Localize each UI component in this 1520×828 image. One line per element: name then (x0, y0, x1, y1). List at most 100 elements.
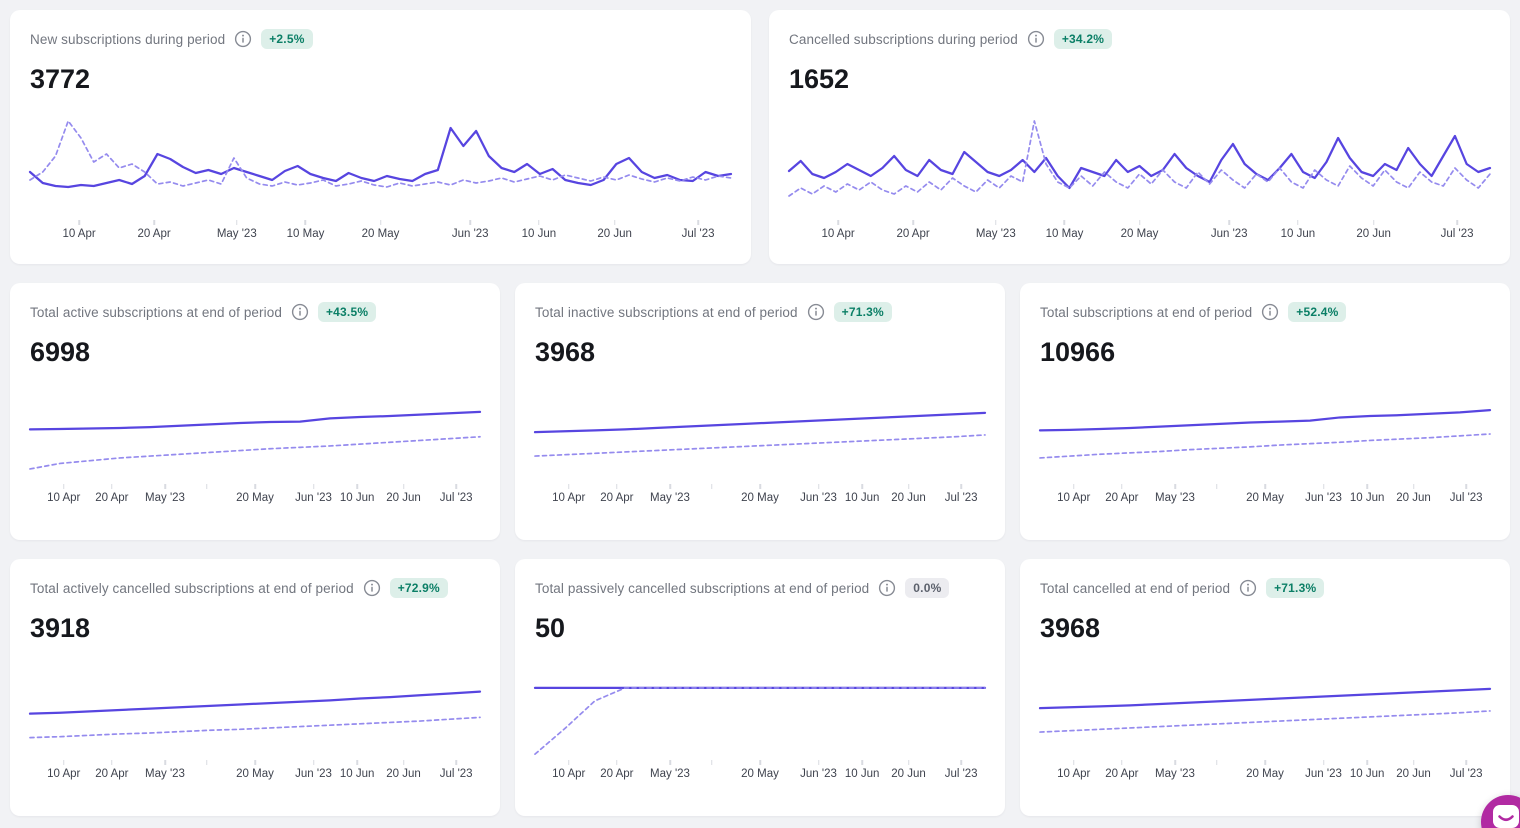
solid-series-line (1040, 410, 1490, 430)
axis-label: 20 May (741, 768, 779, 780)
dashed-series-line (30, 717, 480, 737)
axis-tick (236, 220, 238, 225)
axis-tick (711, 760, 713, 765)
axis-tick (837, 220, 839, 225)
axis-label: 10 Apr (1057, 492, 1091, 504)
sparkline-plot (30, 664, 480, 756)
dashed-series-line (30, 437, 480, 469)
axis-label: 10 Jun (1349, 768, 1385, 780)
axis-label: May '23 (216, 228, 257, 240)
sparkline-chart: 10 Apr 20 Apr May '23 20 May Jun '23 10 Jun 20… (535, 664, 985, 816)
axis-label: 20 May (1246, 768, 1284, 780)
axis-label: 20 Apr (95, 492, 129, 504)
change-badge: +71.3% (1266, 578, 1325, 598)
metric-card-total-passively-cancelled: Total passively cancelled subscriptions … (515, 559, 1005, 816)
sparkline-plot (535, 664, 985, 756)
axis-label: 20 Jun (386, 768, 421, 780)
axis-tick (1366, 760, 1368, 765)
axis-tick (254, 760, 256, 765)
card-header: Total passively cancelled subscriptions … (535, 576, 985, 600)
card-header: Total active subscriptions at end of per… (30, 300, 480, 324)
axis-tick (1228, 220, 1230, 225)
axis-label: May '23 (650, 768, 690, 780)
metric-value: 6998 (30, 337, 91, 367)
axis-tick (402, 760, 405, 765)
axis-label: 20 May (361, 228, 400, 240)
solid-series-line (789, 136, 1490, 188)
axis-label: 10 Apr (821, 228, 855, 240)
axis-label: 20 Jun (1396, 768, 1431, 780)
info-icon[interactable] (878, 579, 896, 597)
metric-card-total-subscriptions: Total subscriptions at end of period +52… (1020, 283, 1510, 540)
change-badge: +2.5% (261, 29, 313, 49)
metric-card-total-actively-cancelled: Total actively cancelled subscriptions a… (10, 559, 500, 816)
dashboard-row-1: New subscriptions during period +2.5% 37… (10, 10, 1510, 264)
info-icon[interactable] (1261, 303, 1279, 321)
sparkline-chart: 10 Apr 20 Apr May '23 20 May Jun '23 10 Jun 20… (30, 664, 480, 816)
change-badge: +52.4% (1288, 302, 1347, 322)
axis-tick (538, 220, 540, 225)
sparkline-chart: 10 Apr 20 Apr May '23 20 May Jun '23 10 Jun 20… (1040, 664, 1490, 816)
sparkline-chart: 10 Apr 20 Apr May '23 20 May Jun '23 10 Jun 20… (30, 388, 480, 540)
change-badge: +43.5% (317, 302, 377, 322)
info-icon[interactable] (1027, 30, 1045, 48)
axis-label: 10 May (1045, 228, 1084, 240)
info-icon[interactable] (291, 303, 309, 321)
axis-tick (254, 484, 256, 489)
card-header: Total subscriptions at end of period +52… (1040, 300, 1490, 324)
card-title: Cancelled subscriptions during period (789, 31, 1018, 47)
card-header: Cancelled subscriptions during period +3… (789, 27, 1490, 51)
axis-tick (960, 484, 962, 489)
info-icon[interactable] (807, 303, 825, 321)
axis-tick (907, 760, 910, 765)
info-icon[interactable] (363, 579, 381, 597)
card-header: Total actively cancelled subscriptions a… (30, 576, 480, 600)
axis-label: 20 Apr (600, 492, 634, 504)
axis-tick (379, 220, 382, 225)
axis-tick (1216, 484, 1218, 489)
axis-label: 20 Apr (95, 768, 129, 780)
axis-tick (1264, 484, 1266, 489)
axis-tick (78, 220, 80, 225)
axis-label: Jun '23 (800, 768, 837, 780)
axis-tick (1174, 484, 1176, 489)
axis-tick (697, 220, 699, 225)
info-icon[interactable] (234, 30, 252, 48)
axis-label: Jun '23 (295, 492, 332, 504)
chat-bubble-icon (1493, 805, 1519, 828)
sparkline-plot (535, 388, 985, 480)
axis-label: 20 Apr (600, 768, 634, 780)
sparkline-plot (30, 116, 731, 216)
card-title: Total subscriptions at end of period (1040, 304, 1253, 320)
axis-label: 20 Apr (1105, 492, 1139, 504)
axis-label: Jun '23 (1210, 228, 1248, 240)
axis-tick (1063, 220, 1066, 225)
axis-tick (1174, 760, 1176, 765)
axis-tick (1073, 484, 1075, 489)
axis-label: 20 May (236, 768, 274, 780)
axis-label: 20 May (1120, 228, 1159, 240)
axis-label: May '23 (1155, 768, 1195, 780)
info-icon[interactable] (1239, 579, 1257, 597)
axis-tick (960, 760, 962, 765)
axis-tick (861, 484, 863, 489)
axis-label: Jul '23 (944, 768, 978, 780)
card-title: Total passively cancelled subscriptions … (535, 580, 870, 596)
metric-value: 3968 (535, 337, 596, 367)
x-axis: 10 Apr 20 Apr May '23 20 May Jun '23 10 Jun 20… (1040, 484, 1490, 512)
x-axis: 10 Apr 20 Apr May '23 20 May Jun '23 10 Jun 20… (535, 760, 985, 788)
axis-tick (817, 484, 820, 489)
axis-tick (164, 760, 166, 765)
axis-label: Jun '23 (451, 228, 489, 240)
axis-tick (568, 760, 570, 765)
dashboard-row-3: Total actively cancelled subscriptions a… (10, 559, 1510, 816)
axis-label: 10 Apr (552, 492, 586, 504)
dashed-series-line (30, 121, 731, 187)
metric-card-total-cancelled: Total cancelled at end of period +71.3% … (1020, 559, 1510, 816)
axis-tick (995, 220, 997, 225)
axis-tick (669, 484, 671, 489)
metric-card-total-active: Total active subscriptions at end of per… (10, 283, 500, 540)
dashed-series-line (535, 688, 985, 754)
axis-label: 20 May (741, 492, 779, 504)
axis-label: 20 Apr (896, 228, 930, 240)
